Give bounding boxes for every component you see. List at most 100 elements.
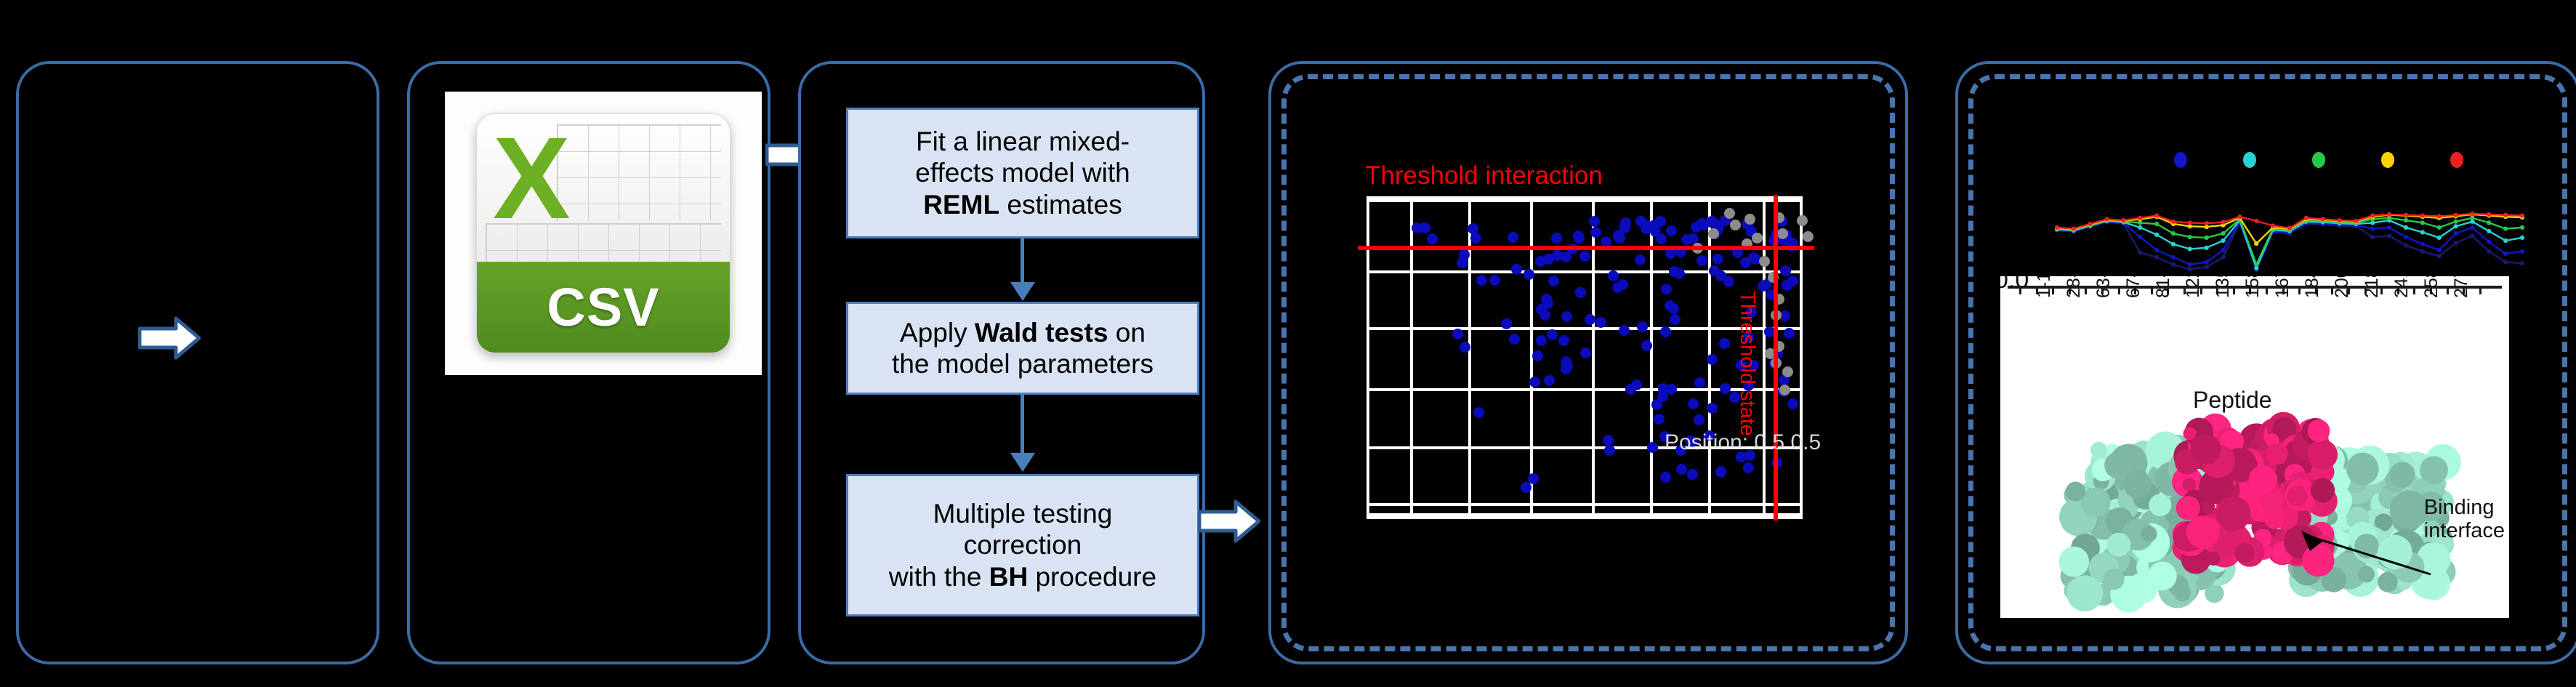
scatter-point <box>1687 233 1699 245</box>
scatter-point <box>1604 445 1616 457</box>
scatter-point <box>1735 359 1747 371</box>
legend-dot <box>2243 152 2256 168</box>
scatter-point <box>1704 217 1716 228</box>
profile-point <box>2187 246 2192 252</box>
connector-line-1 <box>1021 238 1024 284</box>
profile-point <box>2387 233 2392 238</box>
protein-surface-blob <box>2175 496 2200 521</box>
scatter-point <box>1728 391 1740 403</box>
scatter-point <box>1550 232 1562 244</box>
profile-point <box>2487 220 2492 225</box>
protein-surface-blob <box>2420 456 2448 485</box>
profile-point <box>2470 219 2475 224</box>
profile-point <box>2221 238 2226 244</box>
profile-point <box>2436 248 2442 253</box>
protein-surface-blob <box>2346 452 2379 486</box>
scatter-gridline-v <box>1410 199 1413 513</box>
peptide-tick-label: 184-199 <box>2302 276 2323 298</box>
peptide-tick <box>2413 286 2416 294</box>
profile-point <box>2370 213 2375 218</box>
scatter-point <box>1561 251 1572 262</box>
scatter-point <box>1797 215 1808 226</box>
scatter-point <box>1765 348 1776 359</box>
profile-point <box>2104 217 2109 222</box>
protein-surface-blob <box>2211 526 2242 557</box>
profile-point <box>2187 220 2192 225</box>
profile-point <box>2337 218 2342 223</box>
scatter-point <box>1740 257 1752 268</box>
scatter-point <box>1780 265 1792 277</box>
connector-arrowhead-2 <box>1010 453 1035 472</box>
profile-point <box>2221 220 2226 225</box>
peptide-tick <box>2463 286 2466 294</box>
peptide-axis-line <box>2008 286 2502 289</box>
step2-line2: the model parameters <box>892 349 1154 379</box>
profile-point <box>2453 219 2458 224</box>
scatter-point <box>1712 254 1724 265</box>
scatter-point <box>1708 228 1719 239</box>
peptide-axis-and-structure: 0.0 1-15 28-44 63-73 67-75 81-101 122-129 135-… <box>2000 276 2509 618</box>
step2-line1-pre: Apply <box>900 317 975 347</box>
peptide-tick-label: 241-257 <box>2391 276 2412 298</box>
scatter-point <box>1779 385 1790 395</box>
scatter-point <box>1508 334 1520 345</box>
protein-surface-blob <box>2287 486 2308 507</box>
binding-interface-pointer <box>2305 534 2431 576</box>
scatter-point <box>1777 228 1788 239</box>
profile-point <box>2154 248 2160 253</box>
scatter-point <box>1611 281 1623 293</box>
scatter-point <box>1659 431 1670 443</box>
peptide-tick-label: 218-237 <box>2362 276 2383 298</box>
profile-point <box>2054 225 2060 230</box>
protein-surface-blob <box>2389 490 2429 529</box>
profile-point <box>2420 213 2425 218</box>
peptide-tick <box>2446 286 2449 294</box>
protein-surface-blob <box>2260 487 2285 513</box>
peptide-tick <box>2479 286 2482 294</box>
scatter-point <box>1686 469 1698 481</box>
profile-point <box>2170 231 2176 236</box>
scatter-gridline-v <box>1468 199 1471 513</box>
scatter-point <box>1426 233 1438 244</box>
scatter-point <box>1561 311 1573 323</box>
profile-point <box>2204 235 2209 240</box>
scatter-point <box>1687 435 1699 447</box>
peptide-tick <box>2396 286 2399 294</box>
protein-surface-blob <box>2103 569 2125 590</box>
profile-point <box>2287 225 2293 230</box>
step1-line1: Fit a linear mixed- <box>915 126 1130 157</box>
profile-point <box>2221 254 2226 260</box>
profile-point <box>2121 218 2126 223</box>
csv-x-letter: X <box>493 113 571 243</box>
scatter-point <box>1574 286 1586 298</box>
profile-point <box>2470 225 2475 230</box>
protein-surface-blob <box>2263 506 2287 529</box>
scatter-point <box>1660 472 1672 483</box>
protein-surface-blob <box>2215 496 2251 531</box>
profile-point <box>2403 243 2409 248</box>
scatter-gridline-v <box>1800 199 1803 513</box>
scatter-point <box>1747 359 1759 371</box>
profile-point <box>2420 241 2425 247</box>
profile-point <box>2487 249 2492 254</box>
peptide-tick <box>2150 286 2153 294</box>
step3-line3-pre: with the <box>888 561 989 592</box>
profile-point <box>2138 215 2143 220</box>
profile-point <box>2170 219 2176 224</box>
scatter-point <box>1742 331 1754 342</box>
scatter-point <box>1707 403 1718 414</box>
step2-line1-post: on <box>1108 317 1146 347</box>
scatter-point <box>1706 353 1718 365</box>
profile-point <box>2503 226 2508 231</box>
scatter-gridline-h <box>1367 327 1803 330</box>
profile-point <box>2453 241 2458 246</box>
scatter-point <box>1561 363 1572 374</box>
peptide-tick <box>2348 286 2350 294</box>
profile-point <box>2320 217 2325 222</box>
step2-wald-term: Wald tests <box>974 317 1108 347</box>
peptide-tick <box>2101 286 2104 294</box>
protein-surface-blob <box>2066 575 2104 612</box>
profile-point <box>2436 254 2442 259</box>
scatter-point <box>1704 430 1715 442</box>
profile-point <box>2487 239 2492 244</box>
